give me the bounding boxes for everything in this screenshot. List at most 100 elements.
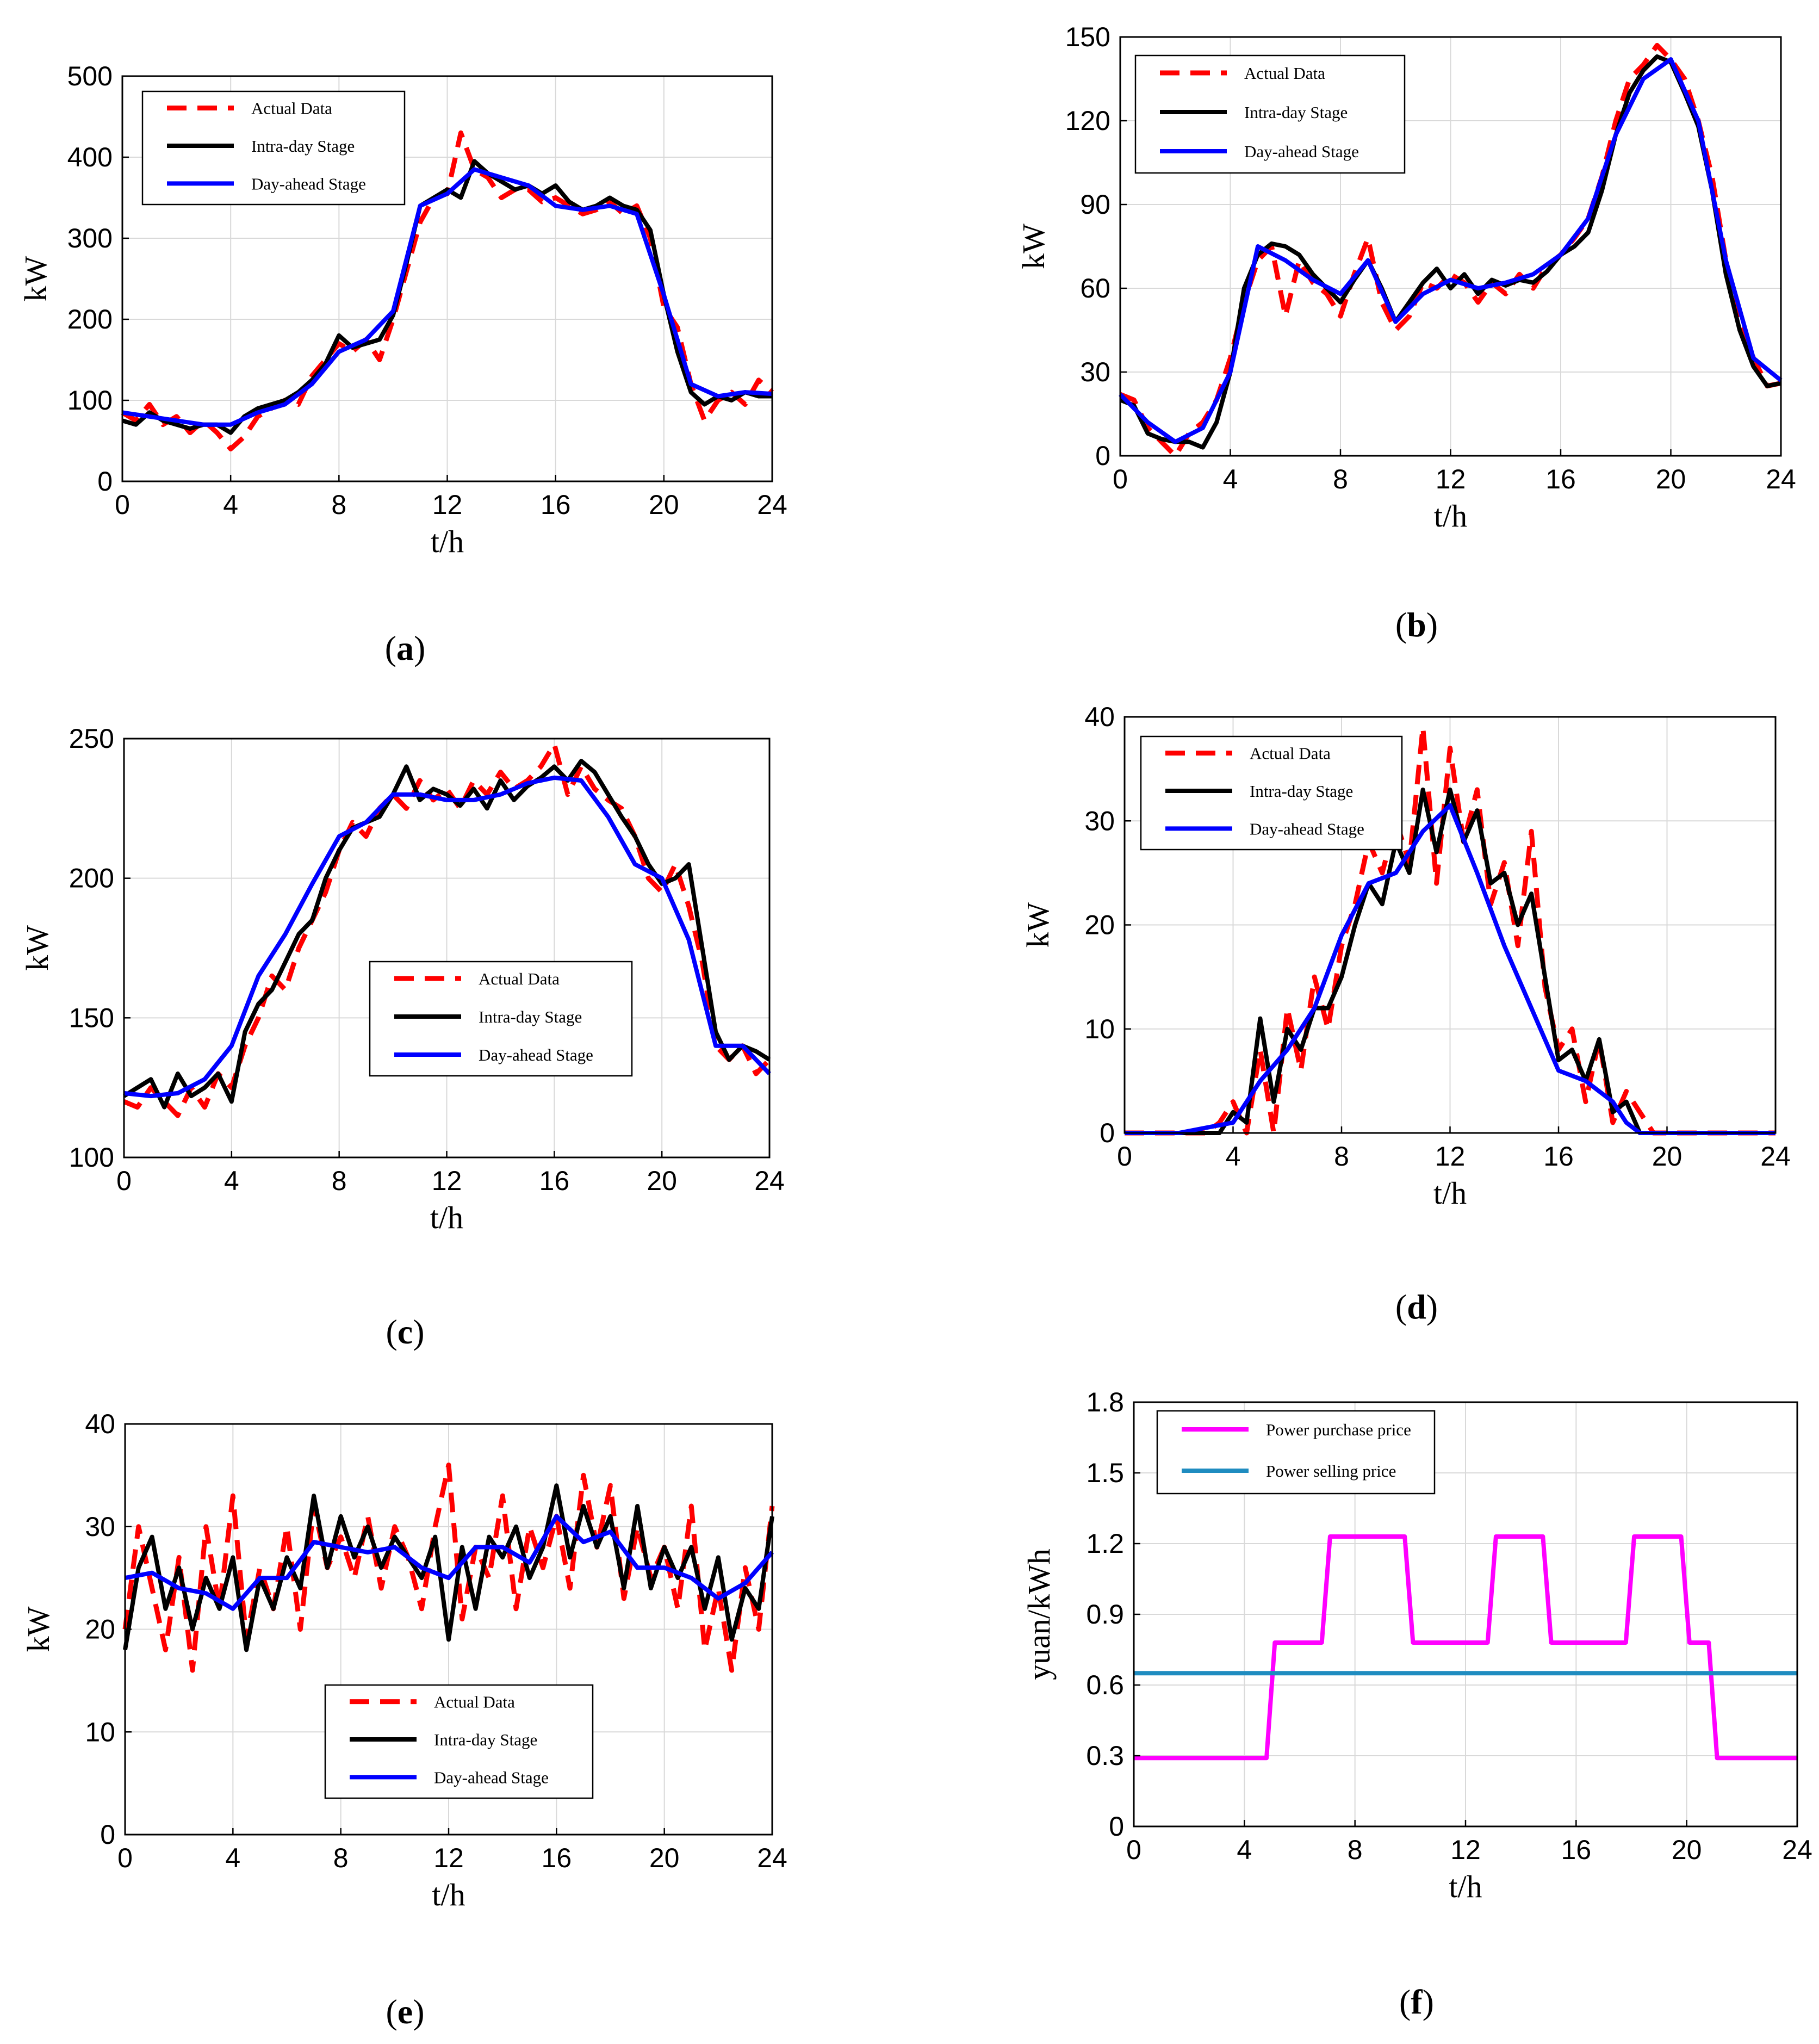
x-tick-label: 20 bbox=[649, 1843, 680, 1873]
caption-letter: b bbox=[1407, 605, 1426, 644]
x-tick-label: 4 bbox=[1223, 464, 1238, 494]
y-tick-label: 0 bbox=[100, 1819, 115, 1850]
legend: Actual Data Intra-day Stage Day-ahead Stag… bbox=[1140, 735, 1403, 851]
y-tick-label: 100 bbox=[67, 385, 113, 416]
x-tick-label: 4 bbox=[1226, 1141, 1241, 1172]
y-tick-label: 200 bbox=[69, 863, 114, 894]
y-tick-label: 20 bbox=[85, 1614, 115, 1645]
y-tick-label: 10 bbox=[1084, 1014, 1115, 1044]
legend-label: Actual Data bbox=[1250, 744, 1331, 763]
x-tick-label: 8 bbox=[1334, 1141, 1349, 1172]
y-tick-label: 1.2 bbox=[1086, 1528, 1124, 1559]
panel-caption: (a) bbox=[385, 629, 426, 667]
y-tick-label: 120 bbox=[1065, 106, 1110, 136]
x-tick-label: 20 bbox=[1652, 1141, 1683, 1172]
legend-label: Day-ahead Stage bbox=[1244, 142, 1359, 161]
x-tick-label: 12 bbox=[1435, 1141, 1466, 1172]
legend: Actual Data Intra-day Stage Day-ahead Stag… bbox=[324, 1684, 594, 1799]
y-tick-label: 1.8 bbox=[1086, 1387, 1124, 1417]
x-tick-label: 0 bbox=[116, 1166, 132, 1196]
panel-caption: (e) bbox=[386, 1992, 424, 2031]
x-tick-label: 0 bbox=[115, 490, 130, 520]
y-tick-label: 0 bbox=[97, 466, 113, 497]
x-tick-label: 12 bbox=[432, 1166, 462, 1196]
series-line-day-ahead-stage bbox=[123, 775, 771, 1099]
y-tick-label: 40 bbox=[1084, 702, 1115, 732]
legend-label: Actual Data bbox=[1244, 64, 1325, 83]
legend-label: Power selling price bbox=[1266, 1461, 1396, 1481]
x-tick-label: 8 bbox=[331, 490, 346, 520]
x-tick-label: 24 bbox=[1760, 1141, 1791, 1172]
x-tick-label: 16 bbox=[541, 490, 571, 520]
x-tick-label: 16 bbox=[539, 1166, 570, 1196]
y-tick-label: 60 bbox=[1080, 273, 1110, 303]
x-tick-label: 8 bbox=[1333, 464, 1348, 494]
x-tick-label: 4 bbox=[224, 1166, 239, 1196]
x-tick-label: 8 bbox=[332, 1166, 347, 1196]
y-tick-label: 250 bbox=[69, 723, 114, 754]
chart-panel-d: 0 4 8 12 16 20 24 0 10 20 30 40 t/h kW Actual Data I… bbox=[1020, 702, 1791, 1326]
panel-caption: (b) bbox=[1395, 605, 1438, 644]
legend-label: Day-ahead Stage bbox=[434, 1768, 549, 1787]
x-tick-label: 20 bbox=[1656, 464, 1686, 494]
y-tick-label: 500 bbox=[67, 61, 113, 91]
y-tick-label: 200 bbox=[67, 304, 113, 335]
y-tick-label: 0 bbox=[1095, 441, 1110, 471]
chart-panel-b: 0 4 8 12 16 20 24 0 30 60 90 120 150 t/h kW Actual D… bbox=[1016, 22, 1796, 644]
x-tick-label: 4 bbox=[223, 490, 238, 520]
legend: Actual Data Intra-day Stage Day-ahead Stag… bbox=[141, 90, 406, 206]
series-line-actual-data bbox=[1119, 42, 1781, 459]
legend: Actual Data Intra-day Stage Day-ahead Stag… bbox=[369, 961, 633, 1077]
y-axis-label: kW bbox=[1020, 902, 1056, 947]
legend-label: Intra-day Stage bbox=[434, 1730, 537, 1749]
x-tick-label: 24 bbox=[1782, 1835, 1812, 1865]
legend: Power purchase price Power selling price bbox=[1156, 1410, 1436, 1495]
y-tick-label: 0.6 bbox=[1086, 1670, 1124, 1700]
legend-label: Intra-day Stage bbox=[1250, 782, 1353, 801]
series-line-actual-data bbox=[123, 741, 772, 1118]
y-tick-label: 300 bbox=[67, 223, 113, 253]
series-line-day-ahead-stage bbox=[1119, 57, 1783, 444]
panel-caption: (f) bbox=[1399, 1983, 1434, 2021]
y-axis-label: yuan/kWh bbox=[1021, 1549, 1057, 1680]
y-tick-label: 150 bbox=[1065, 22, 1110, 52]
x-tick-label: 0 bbox=[1113, 464, 1128, 494]
x-tick-label: 24 bbox=[757, 490, 787, 520]
y-tick-label: 40 bbox=[85, 1409, 115, 1439]
legend-label: Intra-day Stage bbox=[479, 1007, 582, 1026]
y-tick-label: 1.5 bbox=[1086, 1458, 1124, 1488]
y-tick-label: 0 bbox=[1109, 1811, 1124, 1842]
x-axis-label: t/h bbox=[430, 1200, 463, 1235]
y-tick-label: 0.3 bbox=[1086, 1741, 1124, 1771]
caption-letter: e bbox=[398, 1992, 413, 2031]
y-tick-label: 20 bbox=[1084, 910, 1115, 940]
x-tick-label: 16 bbox=[1545, 464, 1576, 494]
x-tick-label: 0 bbox=[117, 1843, 133, 1873]
y-tick-label: 0 bbox=[1100, 1118, 1115, 1148]
y-tick-label: 30 bbox=[85, 1512, 115, 1542]
x-axis-label: t/h bbox=[1433, 1175, 1467, 1211]
legend-label: Day-ahead Stage bbox=[251, 174, 366, 193]
chart-panel-c: 0 4 8 12 16 20 24 100 150 200 250 t/h kW Actual Da… bbox=[20, 723, 785, 1351]
legend-label: Day-ahead Stage bbox=[479, 1045, 593, 1064]
panel-caption: (c) bbox=[386, 1312, 424, 1351]
y-tick-label: 100 bbox=[69, 1142, 114, 1173]
x-tick-label: 20 bbox=[1672, 1835, 1702, 1865]
legend-label: Actual Data bbox=[434, 1693, 515, 1712]
x-tick-label: 12 bbox=[433, 1843, 464, 1873]
y-axis-label: kW bbox=[18, 256, 53, 301]
y-tick-label: 30 bbox=[1080, 357, 1110, 387]
legend-label: Actual Data bbox=[251, 99, 332, 118]
series-line-day-ahead-stage bbox=[125, 1514, 774, 1611]
x-tick-label: 24 bbox=[757, 1843, 787, 1873]
x-tick-label: 24 bbox=[1766, 464, 1796, 494]
y-tick-label: 150 bbox=[69, 1002, 114, 1033]
x-tick-label: 16 bbox=[542, 1843, 572, 1873]
chart-panel-a: 0 4 8 12 16 20 24 0 100 200 300 400 500 t/h kW Actua… bbox=[18, 61, 787, 667]
chart-panel-f: 0 4 8 12 16 20 24 0 0.3 0.6 0.9 1.2 1.5 1.8 t/h yuan/… bbox=[1021, 1387, 1812, 2021]
series-line-actual-data bbox=[1125, 724, 1775, 1136]
y-tick-label: 10 bbox=[85, 1717, 115, 1747]
y-tick-label: 90 bbox=[1080, 189, 1110, 220]
chart-panel-e: 0 4 8 12 16 20 24 0 10 20 30 40 t/h kW Actual Data I… bbox=[21, 1409, 787, 2031]
